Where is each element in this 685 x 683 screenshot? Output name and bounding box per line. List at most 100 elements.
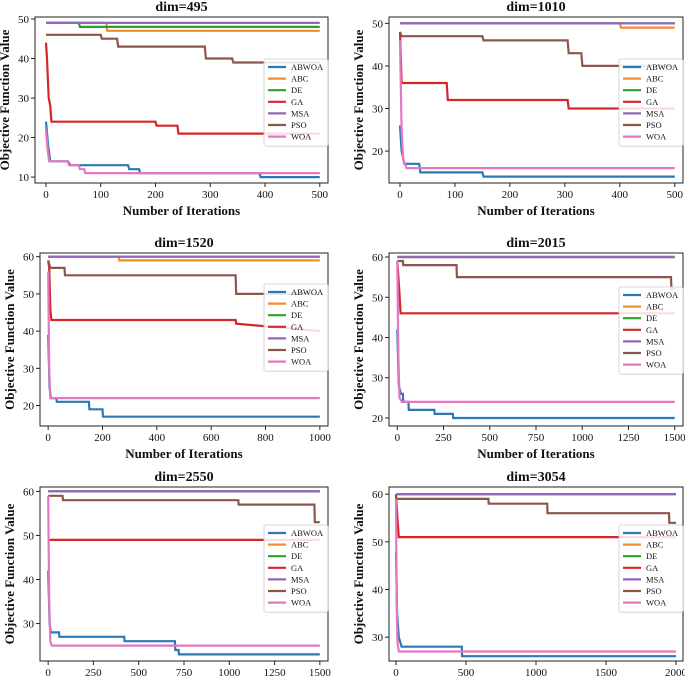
legend-label-ga: GA xyxy=(646,563,659,573)
x-tick-label: 1500 xyxy=(664,432,685,444)
chart-panel-3: 0 250 500 750 1000 1250 1500 20 30 40 50 60 dim=2015… xyxy=(351,236,685,461)
legend-label-abc: ABC xyxy=(646,540,664,550)
x-tick-label: 200 xyxy=(147,189,164,201)
legend-label-pso: PSO xyxy=(646,586,662,596)
series-line-woa xyxy=(396,260,675,403)
series-group xyxy=(44,21,320,179)
series-line-pso xyxy=(47,260,320,295)
y-tick-label: 30 xyxy=(372,373,384,385)
y-tick-label: 50 xyxy=(18,14,30,26)
y-tick-label: 30 xyxy=(23,619,35,631)
chart-panel-5: 0 500 1000 1500 2000 30 40 50 60 dim=3054 Number o… xyxy=(351,470,685,683)
x-tick-label: 1000 xyxy=(218,667,241,679)
legend-label-msa: MSA xyxy=(291,574,310,584)
legend-label-abc: ABC xyxy=(646,302,664,312)
y-tick-label: 30 xyxy=(23,363,35,375)
series-line-pso xyxy=(46,33,320,64)
legend-label-ga: GA xyxy=(646,325,659,335)
y-tick-label: 60 xyxy=(372,252,384,264)
x-tick-label: 300 xyxy=(202,189,219,201)
y-axis-label: Objective Function Value xyxy=(351,29,366,170)
x-tick-label: 200 xyxy=(502,189,519,201)
series-line-woa xyxy=(394,498,676,653)
series-line-ga xyxy=(44,42,320,135)
legend-label-abwoa: ABWOA xyxy=(291,62,324,72)
x-tick-label: 0 xyxy=(45,432,51,444)
x-tick-label: 500 xyxy=(667,189,684,201)
chart-panel-1: 0 100 200 300 400 500 20 30 40 50 dim=1010 Number o… xyxy=(351,0,684,218)
chart-title: dim=3054 xyxy=(506,470,565,485)
legend-label-woa: WOA xyxy=(646,360,667,370)
series-group xyxy=(47,255,320,418)
legend-label-de: DE xyxy=(291,551,302,561)
x-tick-label: 500 xyxy=(458,667,475,679)
y-tick-label: 60 xyxy=(23,486,35,498)
legend-label-abwoa: ABWOA xyxy=(291,287,324,297)
x-tick-label: 200 xyxy=(94,432,111,444)
y-tick-label: 20 xyxy=(23,401,35,413)
x-tick-label: 0 xyxy=(43,189,49,201)
series-line-woa xyxy=(47,271,320,400)
series-line-pso xyxy=(48,494,320,524)
x-tick-label: 500 xyxy=(482,432,499,444)
y-tick-label: 30 xyxy=(18,93,30,105)
y-tick-label: 50 xyxy=(23,289,35,301)
legend-label-de: DE xyxy=(291,310,302,320)
x-tick-label: 1500 xyxy=(309,667,332,679)
series-group xyxy=(398,22,675,178)
legend-label-woa: WOA xyxy=(291,357,312,367)
x-tick-label: 1250 xyxy=(617,432,640,444)
x-axis-label: Number of Iterations xyxy=(477,446,594,461)
y-tick-label: 20 xyxy=(372,146,384,158)
legend-label-msa: MSA xyxy=(291,108,310,118)
legend-label-abc: ABC xyxy=(646,74,664,84)
series-group xyxy=(396,255,675,420)
x-tick-label: 1500 xyxy=(595,667,618,679)
legend-label-woa: WOA xyxy=(291,132,312,142)
legend-label-ga: GA xyxy=(291,322,304,332)
y-tick-label: 40 xyxy=(23,575,35,587)
y-tick-label: 20 xyxy=(18,133,30,145)
legend-label-ga: GA xyxy=(291,563,304,573)
legend-label-pso: PSO xyxy=(291,586,307,596)
y-axis-label: Objective Function Value xyxy=(0,29,12,170)
chart-title: dim=1010 xyxy=(506,0,565,15)
x-tick-label: 800 xyxy=(257,432,274,444)
y-tick-label: 30 xyxy=(372,632,384,644)
series-line-pso xyxy=(396,497,676,524)
x-axis-label: Number of Iterations xyxy=(123,203,240,218)
x-tick-label: 1000 xyxy=(525,667,548,679)
y-tick-label: 60 xyxy=(372,489,384,501)
x-axis-label: Number of Iterations xyxy=(477,681,594,683)
y-axis-label: Objective Function Value xyxy=(2,503,17,644)
legend-label-de: DE xyxy=(646,85,657,95)
y-tick-label: 40 xyxy=(23,326,35,338)
x-tick-label: 500 xyxy=(130,667,147,679)
chart-title: dim=1520 xyxy=(154,236,213,251)
y-tick-label: 10 xyxy=(18,172,30,184)
x-tick-label: 750 xyxy=(528,432,545,444)
series-line-woa xyxy=(47,495,320,647)
x-tick-label: 1000 xyxy=(571,432,594,444)
legend-label-abc: ABC xyxy=(291,74,309,84)
x-tick-label: 400 xyxy=(612,189,629,201)
x-axis-label: Number of Iterations xyxy=(125,681,242,683)
legend-label-woa: WOA xyxy=(291,598,312,608)
series-group xyxy=(394,493,676,658)
x-axis-label: Number of Iterations xyxy=(125,446,242,461)
x-tick-label: 400 xyxy=(149,432,166,444)
legend-label-msa: MSA xyxy=(646,108,665,118)
x-tick-label: 1000 xyxy=(309,432,332,444)
chart-panel-2: 0 200 400 600 800 1000 20 30 40 50 60 dim=1520 Numbe… xyxy=(2,236,331,461)
y-tick-label: 40 xyxy=(372,584,384,596)
legend-label-pso: PSO xyxy=(646,348,662,358)
y-axis-label: Objective Function Value xyxy=(351,269,366,410)
legend-label-msa: MSA xyxy=(291,333,310,343)
legend-label-abwoa: ABWOA xyxy=(646,528,679,538)
y-tick-label: 50 xyxy=(372,18,384,30)
x-tick-label: 0 xyxy=(395,432,401,444)
